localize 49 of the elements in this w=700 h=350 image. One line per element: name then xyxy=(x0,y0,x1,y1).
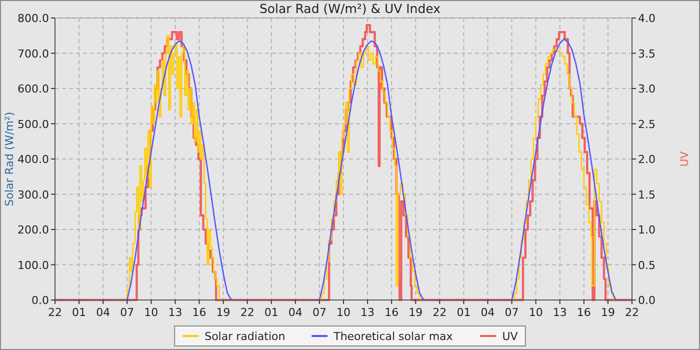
y-axis-title: Solar Rad (W/m²) xyxy=(3,112,16,206)
y2-tick-label: 1.5 xyxy=(638,188,656,202)
x-tick-label: 07 xyxy=(504,306,519,319)
y2-tick-label: 3.5 xyxy=(638,47,656,60)
y-tick-label: 200.0 xyxy=(18,224,49,236)
y2-tick-label: 4.0 xyxy=(638,12,656,25)
x-tick-label: 13 xyxy=(360,306,375,319)
x-tick-label: 16 xyxy=(576,306,591,319)
chart-title: Solar Rad (W/m²) & UV Index xyxy=(259,1,441,16)
x-tick-label: 19 xyxy=(600,306,615,319)
y-tick-label: 600.0 xyxy=(18,82,49,96)
y2-tick-label: 2.5 xyxy=(638,118,656,131)
y2-tick-label: 2.0 xyxy=(638,153,656,166)
y-tick-label: 800.0 xyxy=(18,12,49,25)
y-tick-label: 300.0 xyxy=(18,188,49,202)
x-tick-label: 10 xyxy=(144,306,158,319)
x-tick-label: 22 xyxy=(625,306,639,319)
y2-tick-label: 3.0 xyxy=(638,82,656,96)
x-tick-label: 16 xyxy=(192,306,206,319)
x-tick-label: 19 xyxy=(408,306,423,319)
legend-label: UV xyxy=(502,330,518,343)
x-tick-label: 04 xyxy=(96,306,110,319)
x-tick-label: 13 xyxy=(552,306,567,319)
y2-tick-label: 1.0 xyxy=(638,224,656,236)
y-tick-label: 500.0 xyxy=(18,118,49,131)
x-tick-label: 19 xyxy=(216,306,230,319)
y-tick-label: 400.0 xyxy=(18,153,49,166)
y2-tick-label: 0.0 xyxy=(638,294,656,307)
x-tick-label: 22 xyxy=(240,306,254,319)
x-tick-label: 07 xyxy=(312,306,326,319)
x-tick-label: 22 xyxy=(432,306,447,319)
x-tick-label: 01 xyxy=(264,306,278,319)
x-tick-label: 01 xyxy=(72,306,86,319)
x-tick-label: 10 xyxy=(528,306,543,319)
x-tick-label: 10 xyxy=(336,306,350,319)
y2-tick-label: 0.5 xyxy=(638,258,656,272)
x-tick-label: 04 xyxy=(480,306,495,319)
y-tick-label: 100.0 xyxy=(18,258,49,272)
x-tick-label: 13 xyxy=(168,306,182,319)
y2-axis-title: UV xyxy=(678,150,691,167)
y-tick-label: 700.0 xyxy=(18,47,49,60)
x-tick-label: 22 xyxy=(48,306,62,319)
legend-label: Solar radiation xyxy=(204,330,286,343)
x-tick-label: 04 xyxy=(288,306,302,319)
legend-label: Theoretical solar max xyxy=(332,330,454,343)
y-tick-label: 0.0 xyxy=(32,294,49,307)
x-tick-label: 01 xyxy=(456,306,471,319)
x-tick-label: 16 xyxy=(384,306,399,319)
x-tick-label: 07 xyxy=(120,306,134,319)
